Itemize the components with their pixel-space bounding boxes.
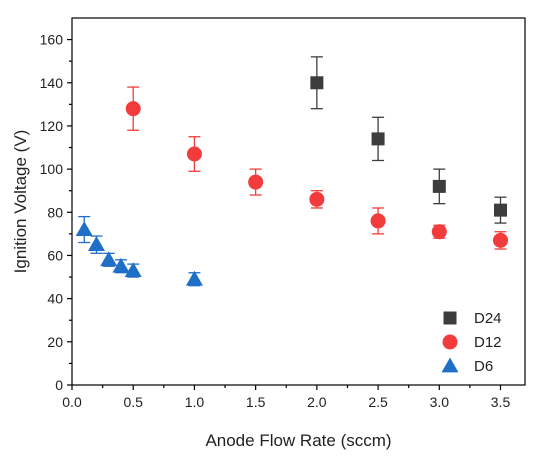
data-point — [371, 132, 385, 146]
y-tick-label: 160 — [40, 32, 64, 48]
data-point — [494, 203, 508, 217]
x-tick-label: 1.0 — [185, 394, 205, 410]
data-point — [112, 257, 130, 273]
y-tick-label: 40 — [47, 291, 63, 307]
series-d24 — [310, 56, 508, 224]
legend-marker — [443, 311, 457, 325]
legend-label: D12 — [474, 334, 502, 351]
y-tick-label: 100 — [40, 161, 64, 177]
x-tick-label: 3.0 — [430, 394, 450, 410]
y-axis-title: Ignition Voltage (V) — [11, 130, 30, 274]
data-point — [186, 146, 202, 162]
x-tick-label: 3.5 — [491, 394, 511, 410]
y-tick-label: 140 — [40, 75, 64, 91]
data-point — [310, 76, 324, 90]
ticks: 0.0 0.5 1.0 1.5 2.0 2.5 3.0 3.5 0 20 40 60 80 100 120 1… — [40, 32, 511, 410]
data-point — [248, 174, 264, 190]
x-tick-label: 2.5 — [368, 394, 388, 410]
data-point — [432, 179, 446, 193]
x-tick-label: 0.0 — [62, 394, 82, 410]
x-tick-label: 2.0 — [307, 394, 327, 410]
data-point — [100, 251, 118, 267]
data-point — [370, 213, 386, 229]
data-point — [124, 262, 142, 277]
series-d6 — [75, 215, 203, 287]
y-tick-label: 120 — [40, 118, 64, 134]
legend-item-d24: D24 — [443, 310, 502, 327]
data-point — [125, 101, 141, 117]
legend-marker — [441, 357, 459, 373]
data-point — [309, 191, 325, 207]
x-tick-label: 1.5 — [246, 394, 266, 410]
data-point — [185, 270, 203, 286]
data-marks — [75, 56, 509, 287]
legend-marker — [442, 334, 458, 350]
plot-frame — [71, 17, 526, 386]
series-d12 — [125, 86, 509, 250]
legend: D24 D12 D6 — [441, 310, 502, 375]
y-tick-label: 0 — [55, 377, 63, 393]
data-point — [75, 221, 93, 236]
data-point — [493, 232, 509, 248]
legend-item-d6: D6 — [441, 357, 493, 375]
legend-label: D24 — [474, 310, 502, 327]
legend-label: D6 — [474, 358, 493, 375]
y-tick-label: 20 — [47, 334, 63, 350]
x-axis-title: Anode Flow Rate (sccm) — [205, 431, 391, 450]
data-point — [431, 224, 447, 240]
data-point — [87, 236, 105, 252]
legend-item-d12: D12 — [442, 334, 502, 351]
y-tick-label: 60 — [47, 247, 63, 263]
axes — [71, 17, 526, 386]
x-tick-label: 0.5 — [123, 394, 143, 410]
y-tick-label: 80 — [47, 204, 63, 220]
